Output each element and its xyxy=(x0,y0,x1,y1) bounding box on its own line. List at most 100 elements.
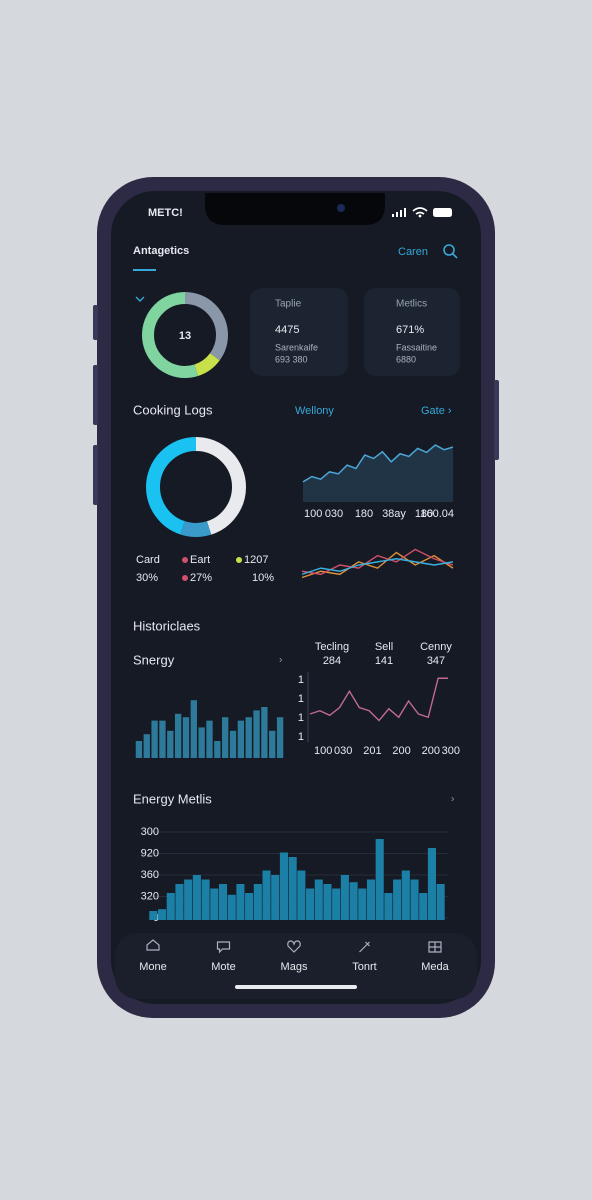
x-tick-label: 201 xyxy=(363,745,381,757)
bar xyxy=(358,888,367,920)
x-tick-label: 030 xyxy=(325,508,343,520)
side-button xyxy=(93,305,98,340)
battery-icon xyxy=(433,208,452,217)
tab-icon[interactable] xyxy=(146,939,160,951)
notch xyxy=(205,193,385,225)
y-tick-label: 1 xyxy=(298,674,304,686)
card-detail: 6880 xyxy=(396,354,416,364)
tab-icon[interactable] xyxy=(428,941,442,953)
bar xyxy=(253,884,262,920)
section-title: Wellony xyxy=(295,405,334,417)
bar xyxy=(271,875,280,920)
bar xyxy=(151,720,158,758)
y-tick-label: 920 xyxy=(141,847,159,859)
legend-label: Eart xyxy=(190,554,210,566)
chevron[interactable]: › xyxy=(451,794,454,805)
ring-segment xyxy=(146,437,246,537)
tab-label[interactable]: Mone xyxy=(139,961,167,973)
tab-label[interactable]: Mote xyxy=(211,961,235,973)
section-title: Energy Metlis xyxy=(133,791,212,806)
chart-title: Snergy xyxy=(133,652,175,667)
bar xyxy=(276,717,284,758)
chevron[interactable] xyxy=(135,296,145,302)
series-line xyxy=(301,551,454,579)
area-line xyxy=(302,444,454,483)
section-title: Historiclaes xyxy=(133,618,201,633)
bar xyxy=(419,893,428,920)
signal-icon xyxy=(392,208,406,217)
bar xyxy=(149,911,158,920)
chevron[interactable]: › xyxy=(279,655,282,666)
x-tick-label: 180 xyxy=(415,508,433,520)
link[interactable]: Gate › xyxy=(421,405,452,417)
x-tick-label: 100 xyxy=(314,745,332,757)
x-tick-label: 200 xyxy=(422,745,440,757)
y-tick-label: 300 xyxy=(141,826,159,838)
search-icon[interactable] xyxy=(443,244,458,259)
x-tick-label: 180 xyxy=(355,508,373,520)
bar xyxy=(245,893,254,920)
tab-icon[interactable] xyxy=(359,941,370,953)
side-button xyxy=(93,365,98,425)
bar xyxy=(222,717,229,758)
bar xyxy=(184,879,193,920)
bar xyxy=(198,727,205,758)
card[interactable] xyxy=(364,288,460,376)
ring-segment xyxy=(146,437,246,537)
card-detail: 693 380 xyxy=(275,354,308,364)
legend-label: Card xyxy=(136,554,160,566)
legend-label: 1207 xyxy=(244,554,268,566)
bar xyxy=(159,720,166,758)
stat-value: 284 xyxy=(323,655,341,667)
bar xyxy=(229,730,237,758)
bar xyxy=(436,884,445,920)
bar xyxy=(182,717,190,758)
tab-label[interactable]: Meda xyxy=(421,961,449,973)
tab-label[interactable]: Mags xyxy=(281,961,308,973)
tab-label[interactable]: Tonrt xyxy=(352,961,376,973)
page-title: Antagetics xyxy=(133,245,189,257)
bar xyxy=(375,839,384,920)
legend-dot xyxy=(182,575,188,581)
ring-segment xyxy=(142,292,228,378)
stat-value: 141 xyxy=(375,655,393,667)
bar xyxy=(297,870,306,920)
legend-value: 30% xyxy=(136,572,158,584)
card-title: Taplie xyxy=(275,299,302,310)
wifi-icon xyxy=(418,214,422,218)
bar xyxy=(210,888,219,920)
bar xyxy=(201,879,210,920)
side-button xyxy=(93,445,98,505)
series-line xyxy=(309,677,448,722)
area-fill xyxy=(303,445,453,502)
card[interactable] xyxy=(250,288,348,376)
tab-bar xyxy=(115,933,477,999)
bar xyxy=(214,741,221,758)
legend-dot xyxy=(182,557,188,563)
card-value: 671% xyxy=(396,324,424,336)
bar xyxy=(332,888,341,920)
series-line xyxy=(301,558,454,576)
bar xyxy=(167,730,174,758)
legend-dot xyxy=(236,557,242,563)
tab-icon[interactable] xyxy=(287,940,301,953)
bar xyxy=(166,893,175,920)
x-tick-label: 160.04 xyxy=(420,508,454,520)
bar xyxy=(143,734,150,758)
bar xyxy=(245,717,252,758)
bar xyxy=(174,713,182,758)
y-tick-label: 1 xyxy=(298,731,304,743)
x-tick-label: 030 xyxy=(334,745,352,757)
bar xyxy=(236,884,245,920)
bar xyxy=(306,888,315,920)
card-title: Metlics xyxy=(396,299,427,310)
bar xyxy=(135,741,143,758)
bar xyxy=(192,875,201,920)
bar xyxy=(384,893,393,920)
stat-label: Sell xyxy=(375,641,393,653)
camera xyxy=(337,204,345,212)
tab-icon[interactable] xyxy=(216,941,231,954)
x-tick-label: 300 xyxy=(442,745,460,757)
search-button[interactable]: Caren xyxy=(398,246,428,258)
